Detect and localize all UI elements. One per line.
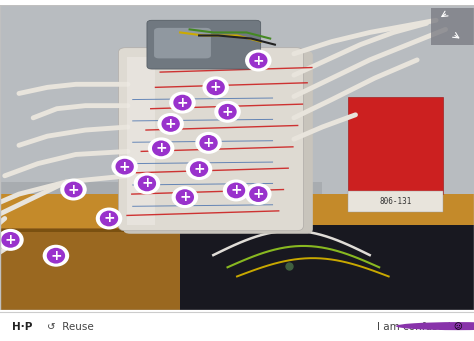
Ellipse shape [169,92,196,114]
Ellipse shape [202,76,229,98]
Ellipse shape [245,183,272,205]
Ellipse shape [172,186,198,208]
Text: +: + [230,183,242,197]
Ellipse shape [174,188,195,206]
FancyBboxPatch shape [348,97,443,194]
Ellipse shape [60,179,87,201]
Ellipse shape [195,132,222,154]
Text: +: + [155,142,167,155]
Text: ↺  Reuse: ↺ Reuse [47,322,94,332]
FancyBboxPatch shape [154,28,211,58]
Bar [0,182,322,310]
Text: 😕: 😕 [453,322,462,331]
Ellipse shape [148,137,174,159]
FancyBboxPatch shape [147,20,261,69]
Ellipse shape [46,247,66,265]
Ellipse shape [96,208,122,229]
Ellipse shape [99,209,119,228]
Text: 806-131: 806-131 [380,197,412,206]
Ellipse shape [157,113,184,135]
Text: +: + [203,136,214,150]
Ellipse shape [137,174,157,193]
Text: +: + [253,187,264,201]
Ellipse shape [248,51,269,70]
Ellipse shape [43,245,69,267]
Ellipse shape [0,231,21,249]
Text: I am confused: I am confused [377,322,450,332]
Ellipse shape [160,115,181,133]
Text: +: + [179,190,191,204]
Ellipse shape [186,158,212,180]
Ellipse shape [214,101,241,123]
Text: +: + [103,211,115,225]
Ellipse shape [172,93,193,112]
Text: +: + [253,54,264,68]
Text: H·P: H·P [12,322,32,332]
FancyBboxPatch shape [123,51,313,234]
Ellipse shape [134,173,160,194]
Text: +: + [141,176,153,190]
Bar [0,228,474,232]
Text: +: + [165,117,176,131]
Ellipse shape [217,103,238,121]
Ellipse shape [0,229,24,251]
Text: +: + [5,233,16,247]
Text: +: + [222,105,233,119]
Text: +: + [119,160,130,174]
Ellipse shape [248,185,269,203]
Ellipse shape [245,49,272,72]
Circle shape [396,322,474,330]
Ellipse shape [226,181,246,199]
Ellipse shape [111,156,138,178]
Text: +: + [210,80,221,94]
Text: +: + [177,95,188,109]
Ellipse shape [114,158,135,176]
Bar [0,228,474,310]
Ellipse shape [198,134,219,152]
Text: +: + [193,162,205,176]
Bar [127,57,155,225]
Text: +: + [68,182,79,196]
Ellipse shape [189,160,210,178]
FancyBboxPatch shape [348,191,443,212]
Ellipse shape [63,180,84,199]
Text: +: + [50,249,62,263]
Ellipse shape [151,139,172,158]
FancyBboxPatch shape [118,48,303,231]
Bar [431,8,474,45]
Ellipse shape [223,179,249,202]
Ellipse shape [205,78,226,97]
Bar [180,225,474,310]
Bar [0,194,474,231]
